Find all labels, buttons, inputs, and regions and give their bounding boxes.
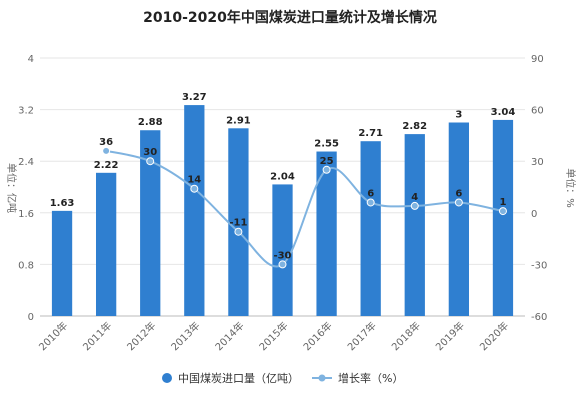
left-tick-label: 4 bbox=[28, 54, 34, 65]
growth-rate-point bbox=[234, 227, 243, 236]
growth-rate-data-label: 1 bbox=[499, 197, 506, 208]
x-tick-label: 2016年 bbox=[300, 319, 334, 353]
growth-rate-point bbox=[410, 201, 419, 210]
right-axis-ticks: -60 -30 0 30 60 90 bbox=[531, 54, 547, 323]
legend-bar-label: 中国煤炭进口量（亿吨） bbox=[178, 372, 299, 385]
growth-rate-point bbox=[278, 260, 287, 269]
legend-bar-marker bbox=[162, 373, 172, 383]
growth-rate-data-label: 6 bbox=[455, 188, 462, 199]
bar-data-label: 2.22 bbox=[94, 160, 119, 171]
bar-data-label: 2.88 bbox=[138, 117, 163, 128]
left-axis-label: 单位：亿吨 bbox=[5, 163, 18, 213]
left-tick-label: 2.4 bbox=[18, 157, 34, 168]
legend-line-dot bbox=[318, 374, 326, 382]
x-tick-label: 2015年 bbox=[256, 319, 290, 353]
right-tick-label: 30 bbox=[531, 157, 544, 168]
left-tick-label: 3.2 bbox=[18, 106, 34, 117]
growth-rate-point bbox=[146, 157, 155, 166]
bar-series bbox=[51, 105, 514, 317]
growth-rate-point bbox=[366, 198, 375, 207]
bar bbox=[448, 122, 470, 316]
right-tick-label: 60 bbox=[531, 106, 544, 117]
growth-rate-data-label: 6 bbox=[367, 188, 374, 199]
left-axis-ticks: 0 0.8 1.6 2.4 3.2 4 bbox=[18, 54, 34, 323]
x-tick-label: 2011年 bbox=[80, 319, 114, 353]
growth-rate-point bbox=[102, 146, 111, 155]
chart-title: 2010-2020年中国煤炭进口量统计及增长情况 bbox=[143, 9, 437, 26]
x-tick-label: 2017年 bbox=[345, 319, 379, 353]
x-tick-label: 2019年 bbox=[433, 319, 467, 353]
growth-rate-point bbox=[190, 184, 199, 193]
bar bbox=[492, 119, 514, 316]
legend-line-label: 增长率（%） bbox=[338, 371, 403, 385]
x-tick-label: 2014年 bbox=[212, 319, 246, 353]
growth-rate-data-label: -30 bbox=[273, 250, 291, 261]
growth-rate-data-label: 25 bbox=[320, 156, 334, 167]
growth-rate-data-label: 36 bbox=[99, 137, 113, 148]
growth-rate-data-label: 4 bbox=[411, 192, 418, 203]
right-axis-label: 单位：% bbox=[564, 168, 577, 208]
x-tick-label: 2010年 bbox=[36, 319, 70, 353]
bar bbox=[316, 151, 337, 316]
right-tick-label: -30 bbox=[531, 260, 547, 271]
bar bbox=[95, 172, 117, 316]
bar bbox=[228, 128, 249, 316]
bar bbox=[184, 105, 205, 317]
right-tick-label: 90 bbox=[531, 54, 544, 65]
bar-data-label: 3 bbox=[455, 110, 462, 121]
right-tick-label: 0 bbox=[531, 209, 537, 220]
x-tick-label: 2012年 bbox=[124, 319, 158, 353]
line-data-labels: 36 30 14 -11 -30 25 6 4 6 1 bbox=[99, 137, 506, 262]
growth-rate-point bbox=[322, 165, 331, 174]
bar-data-label: 2.71 bbox=[358, 128, 383, 139]
growth-rate-point bbox=[454, 198, 463, 207]
bar-data-label: 3.27 bbox=[182, 92, 207, 103]
bar-data-label: 2.55 bbox=[314, 139, 339, 150]
bar-data-label: 1.63 bbox=[50, 198, 75, 209]
bar bbox=[272, 184, 293, 316]
bar-data-labels: 1.63 2.22 2.88 3.27 2.91 2.04 2.55 2.71 2.82 3 3.0… bbox=[50, 92, 516, 209]
growth-rate-data-label: -11 bbox=[229, 218, 247, 229]
right-tick-label: -60 bbox=[531, 312, 547, 323]
x-tick-label: 2018年 bbox=[389, 319, 423, 353]
bar-data-label: 2.91 bbox=[226, 115, 251, 126]
x-axis-ticks: 2010年 2011年 2012年 2013年 2014年 2015年 2016年 2017年… bbox=[36, 319, 511, 353]
growth-rate-point bbox=[498, 207, 507, 216]
bar-data-label: 2.04 bbox=[270, 171, 295, 182]
left-tick-label: 0 bbox=[28, 312, 34, 323]
x-tick-label: 2020年 bbox=[477, 319, 511, 353]
bar bbox=[404, 134, 425, 316]
legend: 中国煤炭进口量（亿吨） 增长率（%） bbox=[162, 371, 403, 385]
line-series bbox=[102, 146, 507, 269]
left-tick-label: 0.8 bbox=[18, 260, 34, 271]
growth-rate-data-label: 30 bbox=[143, 147, 157, 158]
bar-data-label: 3.04 bbox=[491, 107, 516, 118]
growth-rate-data-label: 14 bbox=[187, 175, 201, 186]
bar bbox=[51, 210, 73, 316]
bar bbox=[360, 141, 381, 316]
bar bbox=[140, 130, 161, 316]
bar-data-label: 2.82 bbox=[402, 121, 427, 132]
growth-rate-line bbox=[105, 149, 504, 268]
x-tick-label: 2013年 bbox=[168, 319, 202, 353]
left-tick-label: 1.6 bbox=[18, 209, 34, 220]
